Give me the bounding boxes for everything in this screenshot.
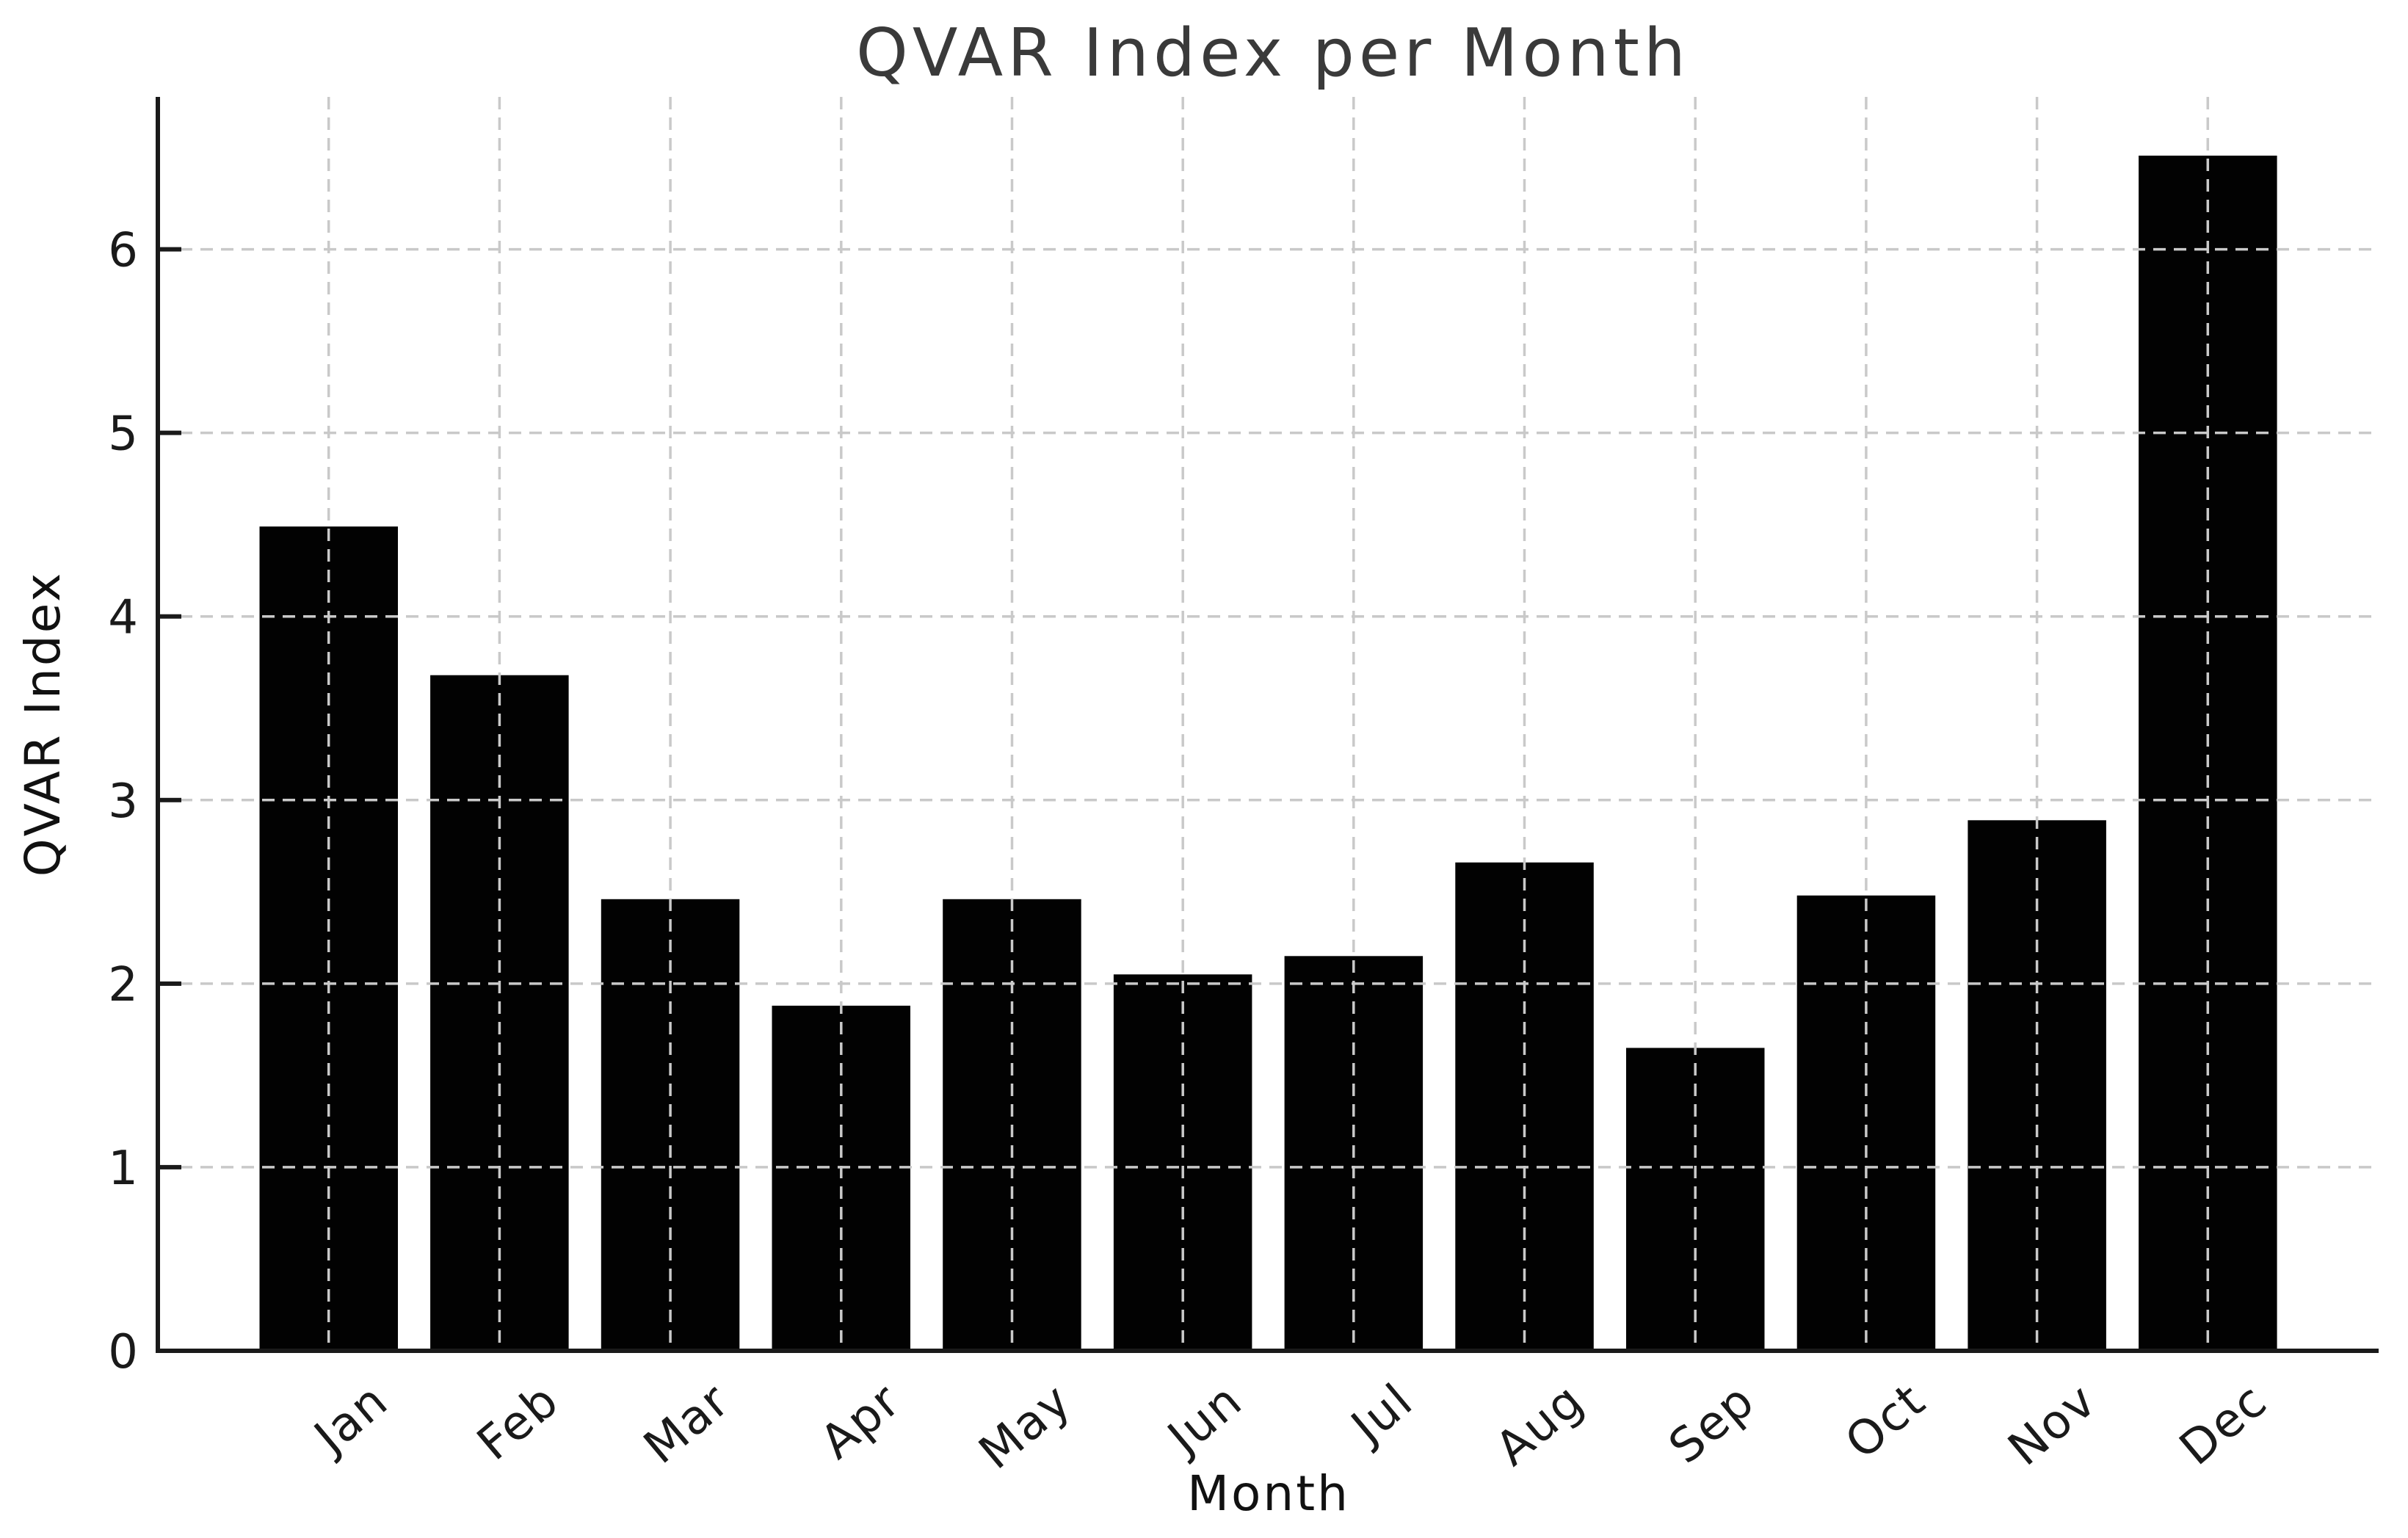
axis-spines [156,97,2379,1353]
x-tick-label-dec: Dec [2170,1374,2278,1476]
x-tick-label-aug: Aug [1486,1374,1595,1477]
x-tick-label-jun: Jun [1156,1374,1253,1467]
y-tick-5 [160,430,181,435]
bars-group [259,156,2277,1354]
x-tick-label-apr: Apr [810,1374,911,1470]
y-tick-1 [160,1164,181,1169]
y-tick-3 [160,797,181,802]
x-tick-label-oct: Oct [1835,1374,1936,1470]
y-tick-0 [160,1349,181,1353]
y-tick-6 [160,247,181,252]
y-tick-label-2: 2 [108,958,139,1012]
chart-title: QVAR Index per Month [856,15,1690,92]
x-tick-label-may: May [969,1374,1082,1481]
y-tick-label-3: 3 [108,775,139,829]
x-tick-label-jan: Jan [302,1374,399,1467]
y-tick-label-4: 4 [108,591,139,645]
y-tick-label-6: 6 [108,224,139,278]
y-tick-labels: 0 1 2 3 4 5 6 [108,224,139,1379]
bar-feb [430,675,569,1353]
x-tick-label-nov: Nov [1998,1374,2107,1477]
vertical-gridlines [327,97,2210,1349]
bar-sep [1626,1048,1765,1353]
y-tick-2 [160,981,181,986]
x-tick-labels: Jan Feb Mar Apr May Jun Jul Aug Sep Oct Nov Dec [302,1374,2277,1481]
y-axis-label: QVAR Index [15,571,71,877]
x-tick-label-mar: Mar [634,1374,741,1475]
x-tick-label-sep: Sep [1659,1374,1766,1475]
x-tick-label-jul: Jul [1340,1374,1424,1457]
y-tick-marks [160,247,181,1353]
left-spine [156,97,160,1353]
y-tick-label-1: 1 [108,1142,139,1196]
x-axis-label: Month [1187,1465,1350,1522]
x-tick-label-feb: Feb [468,1374,570,1471]
y-tick-4 [160,614,181,619]
bottom-spine [156,1349,2379,1353]
y-tick-label-0: 0 [108,1325,139,1379]
y-tick-label-5: 5 [108,407,139,462]
